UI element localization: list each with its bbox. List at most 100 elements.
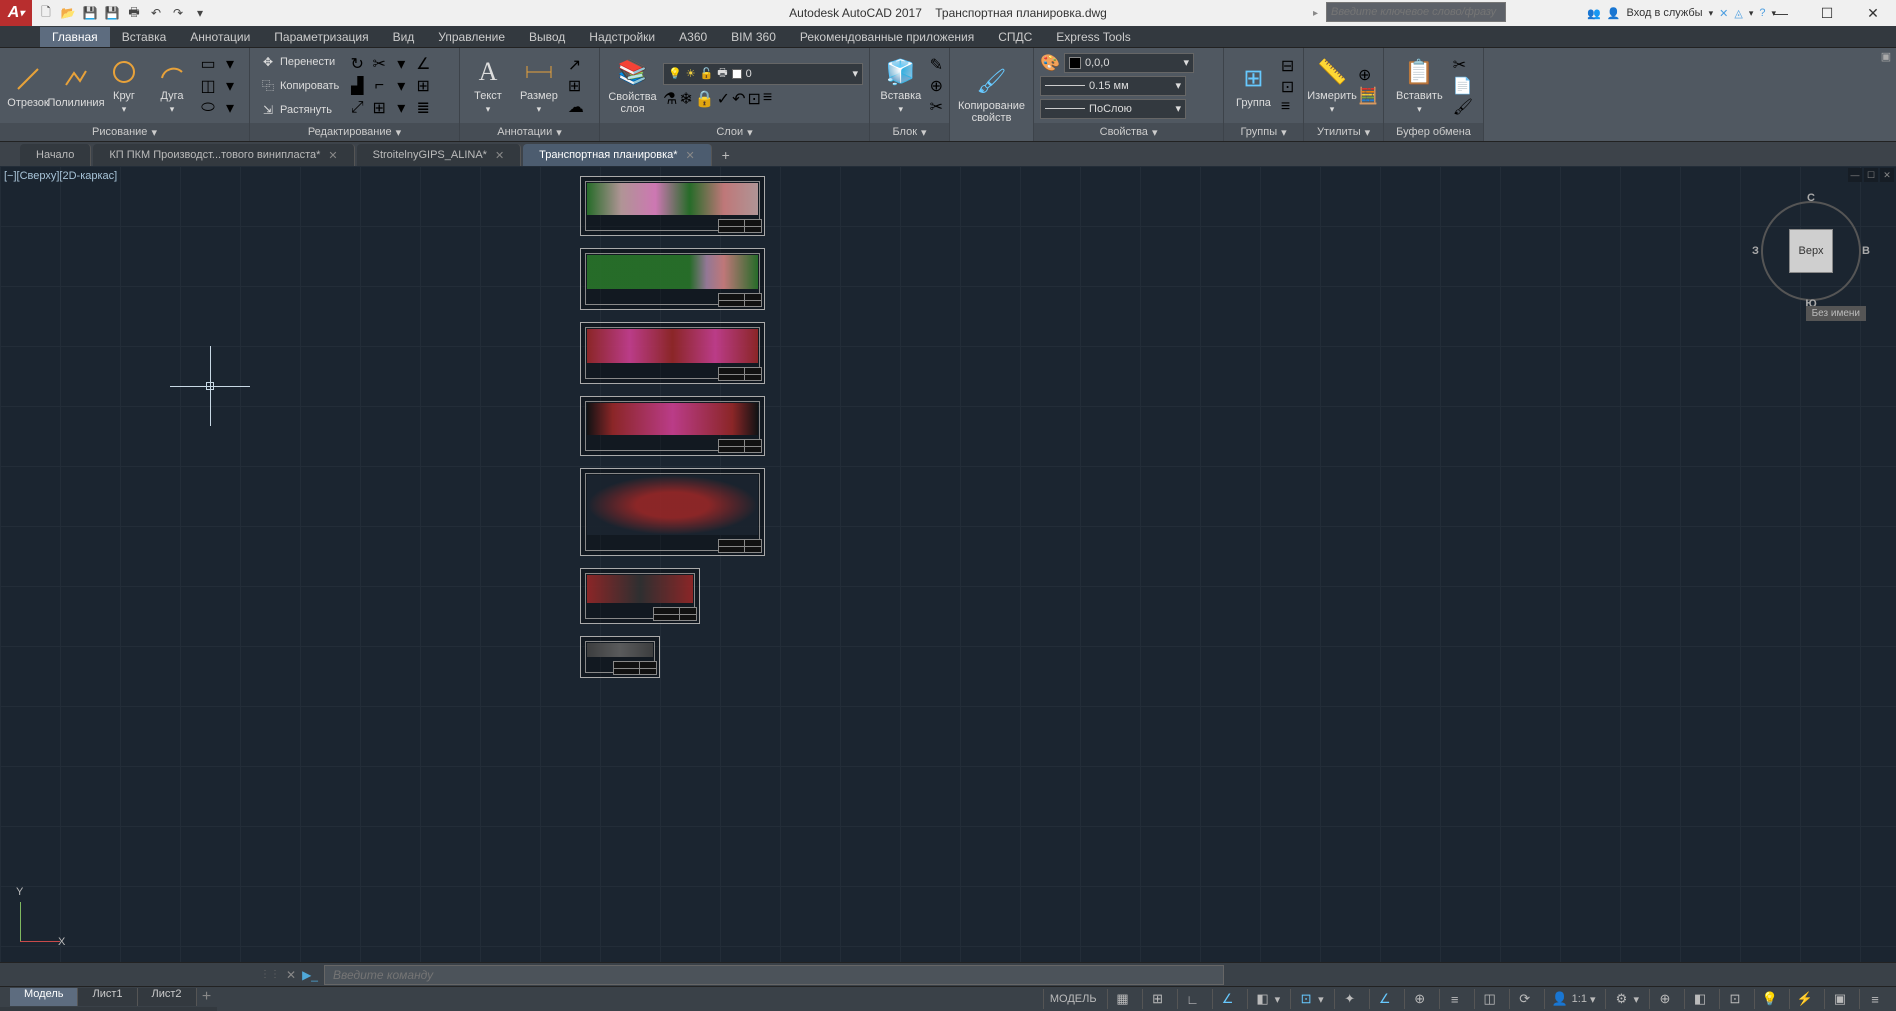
cmdline-close-icon[interactable]: ✕ <box>286 968 296 982</box>
scale-icon[interactable]: ⤢ <box>347 98 367 118</box>
add-layout-button[interactable]: + <box>197 988 217 1006</box>
drawing-area[interactable]: [−][Сверху][2D-каркас] — ☐ ✕ Y X С Ю В З… <box>0 166 1896 962</box>
open-icon[interactable]: 📂 <box>58 3 78 23</box>
layout-tab-2[interactable]: Лист2 <box>138 988 197 1006</box>
new-icon[interactable]: 🗋 <box>36 3 56 23</box>
group-button[interactable]: ⊞Группа <box>1230 61 1277 111</box>
stretch-button[interactable]: ⇲Растянуть <box>256 99 343 121</box>
table-icon[interactable]: ⊞ <box>568 76 584 96</box>
3dosnap-toggle-icon[interactable]: ✦ <box>1341 990 1359 1008</box>
annotation-monitor-icon[interactable]: ⊕ <box>1656 990 1674 1008</box>
plot-icon[interactable]: 🖶 <box>124 3 144 23</box>
ellipse-icon[interactable]: ⬭ <box>198 98 218 118</box>
color-combo[interactable]: 0,0,0▾ <box>1064 53 1194 73</box>
ribbon-tab-6[interactable]: Вывод <box>517 27 577 47</box>
transparency-toggle-icon[interactable]: ◫ <box>1481 990 1499 1008</box>
customize-status-icon[interactable]: ≡ <box>1866 990 1884 1008</box>
move-button[interactable]: ✥Перенести <box>256 51 343 73</box>
ribbon-tab-7[interactable]: Надстройки <box>577 27 667 47</box>
leader-icon[interactable]: ↗ <box>568 55 584 75</box>
polyline-button[interactable]: Полилиния <box>54 61 98 111</box>
redo-icon[interactable]: ↷ <box>168 3 188 23</box>
layer-off-icon[interactable]: ⚗ <box>663 89 677 109</box>
vp-maximize-icon[interactable]: ☐ <box>1864 168 1878 182</box>
ribbon-tab-1[interactable]: Вставка <box>110 27 179 47</box>
cmdline-grip-icon[interactable]: ⋮⋮ <box>260 969 280 980</box>
offset-icon[interactable]: ≣ <box>413 98 433 118</box>
cleanscreen-icon[interactable]: ▣ <box>1831 990 1849 1008</box>
ortho-toggle-icon[interactable]: ∟ <box>1184 990 1202 1008</box>
trim-icon[interactable]: ✂ <box>369 54 389 74</box>
rotate-icon[interactable]: ↻ <box>347 54 367 74</box>
dimension-button[interactable]: Размер▾ <box>514 54 564 117</box>
viewport-label[interactable]: [−][Сверху][2D-каркас] <box>4 170 117 182</box>
ucs-icon[interactable]: Y X <box>10 892 70 952</box>
layer-lock-icon[interactable]: 🔒 <box>695 89 715 109</box>
undo-icon[interactable]: ↶ <box>146 3 166 23</box>
ribbon-tab-3[interactable]: Параметризация <box>262 27 380 47</box>
exchange-icon[interactable]: ✕ <box>1719 7 1728 20</box>
annotation-scale[interactable]: 👤1:1▾ <box>1544 989 1602 1009</box>
cloud-icon[interactable]: ☁ <box>568 97 584 117</box>
circle-button[interactable]: Круг▾ <box>102 54 146 117</box>
hardware-accel-icon[interactable]: ⚡ <box>1796 990 1814 1008</box>
ribbon-collapse-button[interactable]: ▣ <box>1876 48 1896 141</box>
polar-toggle-icon[interactable]: ∠ <box>1219 990 1237 1008</box>
layer-iso-icon[interactable]: ⊡ <box>747 89 760 109</box>
ribbon-tab-11[interactable]: СПДС <box>986 27 1044 47</box>
lineweight-combo[interactable]: 0.15 мм▾ <box>1040 76 1186 96</box>
osnap-toggle-icon[interactable]: ⊡ <box>1297 990 1315 1008</box>
signin-label[interactable]: Вход в службы <box>1627 7 1703 19</box>
a360-icon[interactable]: ◬ <box>1734 7 1742 20</box>
file-tab-3[interactable]: Транспортная планировка*✕ <box>523 144 712 166</box>
array-icon[interactable]: ⊞ <box>369 98 389 118</box>
search-box[interactable] <box>1326 2 1506 22</box>
insert-block-button[interactable]: 🧊Вставка▾ <box>876 54 926 117</box>
dyn-toggle-icon[interactable]: ⊕ <box>1411 990 1429 1008</box>
viewcube-label[interactable]: Без имени <box>1806 306 1866 321</box>
file-tab-1[interactable]: КП ПКМ Производст...тового винипласта*✕ <box>93 144 354 166</box>
measure-button[interactable]: 📏Измерить▾ <box>1310 54 1354 117</box>
ribbon-tab-10[interactable]: Рекомендованные приложения <box>788 27 986 47</box>
iso-toggle-icon[interactable]: ◧ <box>1254 990 1272 1008</box>
copy-button[interactable]: ⿻Копировать <box>256 75 343 97</box>
infocenter-icon[interactable]: 👥 <box>1587 7 1601 20</box>
snap-toggle-icon[interactable]: ⊞ <box>1149 990 1167 1008</box>
hatch-icon[interactable]: ◫ <box>198 76 218 96</box>
erase-icon[interactable]: ∠ <box>413 54 433 74</box>
ribbon-tab-12[interactable]: Express Tools <box>1044 27 1142 47</box>
workspace-icon[interactable]: ⚙ <box>1612 990 1630 1008</box>
layout-tab-0[interactable]: Модель <box>10 988 78 1006</box>
layer-freeze-icon[interactable]: ❄ <box>679 89 692 109</box>
rectangle-icon[interactable]: ▭ <box>198 54 218 74</box>
maximize-button[interactable]: ☐ <box>1804 0 1850 26</box>
quickprops-icon[interactable]: ⊡ <box>1726 990 1744 1008</box>
file-tab-0[interactable]: Начало <box>20 144 91 166</box>
layout-tab-1[interactable]: Лист1 <box>78 988 137 1006</box>
lwt-toggle-icon[interactable]: ≡ <box>1446 990 1464 1008</box>
vp-minimize-icon[interactable]: — <box>1848 168 1862 182</box>
layer-prev-icon[interactable]: ↶ <box>732 89 745 109</box>
otrack-toggle-icon[interactable]: ∠ <box>1376 990 1394 1008</box>
paste-button[interactable]: 📋Вставить▾ <box>1390 54 1449 117</box>
saveas-icon[interactable]: 💾 <box>102 3 122 23</box>
file-tab-2[interactable]: StroitelnyGIPS_ALINA*✕ <box>357 144 522 166</box>
arc-button[interactable]: Дуга▾ <box>150 54 194 117</box>
save-icon[interactable]: 💾 <box>80 3 100 23</box>
explode-icon[interactable]: ⊞ <box>413 76 433 96</box>
ribbon-tab-9[interactable]: BIM 360 <box>719 27 788 47</box>
grid-toggle-icon[interactable]: ▦ <box>1114 990 1132 1008</box>
layer-properties-button[interactable]: 📚Свойства слоя <box>606 55 659 117</box>
file-tab-close-icon[interactable]: ✕ <box>328 149 337 162</box>
app-menu-button[interactable]: A▾ <box>0 0 32 26</box>
layer-combo[interactable]: 💡☀🔓🖶 0 ▾ <box>663 63 863 85</box>
line-button[interactable]: Отрезок <box>6 61 50 111</box>
file-tab-close-icon[interactable]: ✕ <box>495 149 504 162</box>
linetype-combo[interactable]: ПоСлою▾ <box>1040 99 1186 119</box>
close-button[interactable]: ✕ <box>1850 0 1896 26</box>
ribbon-tab-5[interactable]: Управление <box>426 27 517 47</box>
ribbon-tab-8[interactable]: A360 <box>667 27 719 47</box>
qat-more-icon[interactable]: ▾ <box>190 3 210 23</box>
ribbon-tab-2[interactable]: Аннотации <box>178 27 262 47</box>
units-icon[interactable]: ◧ <box>1691 990 1709 1008</box>
